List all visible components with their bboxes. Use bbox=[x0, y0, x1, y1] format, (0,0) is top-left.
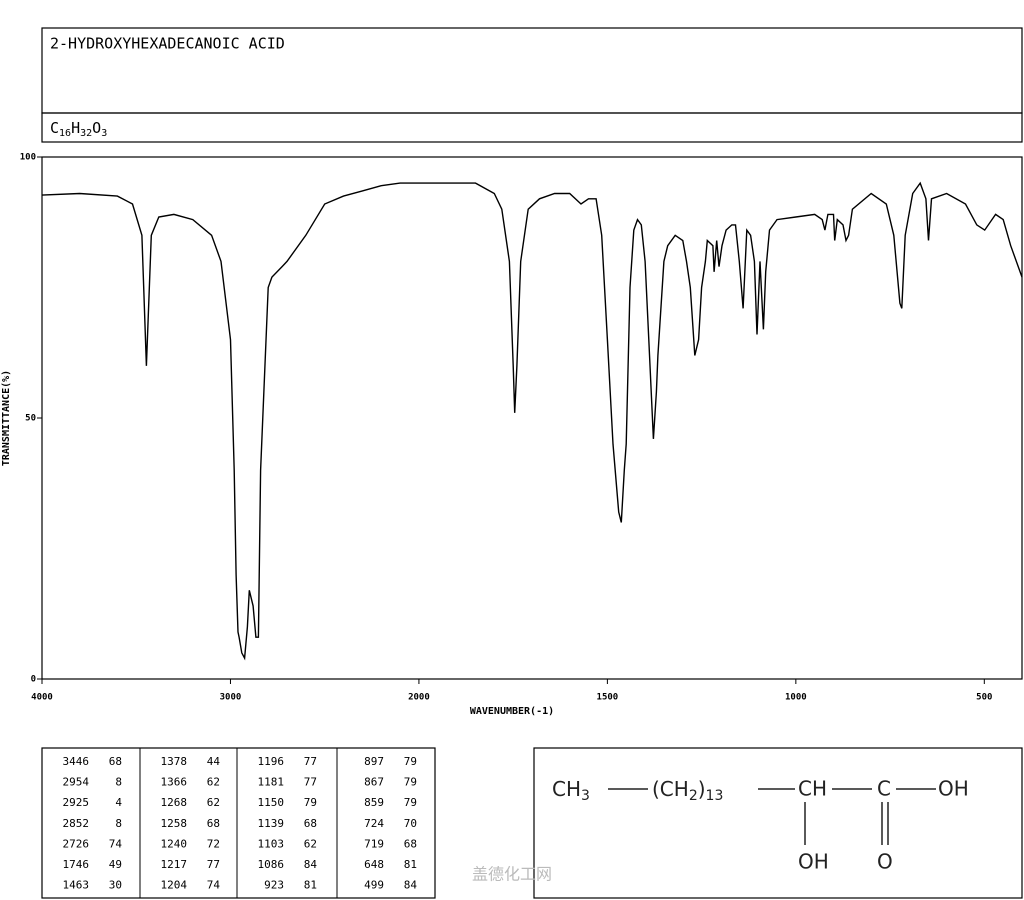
peak-wavenumber: 1150 bbox=[258, 796, 285, 809]
x-tick-label: 4000 bbox=[31, 693, 53, 703]
peak-wavenumber: 859 bbox=[364, 796, 384, 809]
formula-part: 16 bbox=[59, 128, 71, 139]
chart-title: 2-HYDROXYHEXADECANOIC ACID bbox=[50, 35, 285, 53]
peak-transmittance: 8 bbox=[115, 776, 122, 789]
table-border bbox=[41, 747, 436, 899]
peak-wavenumber: 2925 bbox=[63, 796, 90, 809]
structure: CH3 (CH2)13 CH C OH OH O bbox=[552, 777, 969, 874]
structure-text: 2 bbox=[689, 788, 698, 804]
structure-text: C bbox=[877, 777, 891, 801]
peak-table: 3446 68 2954 8 2925 4 2852 8 2726 74 1746 49 1463 30 1… bbox=[41, 747, 436, 899]
peak-wavenumber: 724 bbox=[364, 817, 384, 830]
peak-transmittance: 79 bbox=[404, 796, 417, 809]
peak-transmittance: 81 bbox=[304, 879, 317, 892]
peak-wavenumber: 648 bbox=[364, 858, 384, 871]
peak-wavenumber: 1240 bbox=[161, 837, 188, 850]
peak-wavenumber: 2852 bbox=[63, 817, 90, 830]
peak-transmittance: 84 bbox=[304, 858, 318, 871]
x-tick-label: 1000 bbox=[785, 693, 807, 703]
peak-wavenumber: 1463 bbox=[63, 879, 90, 892]
x-tick-label: 500 bbox=[976, 693, 992, 703]
peak-transmittance: 79 bbox=[404, 776, 417, 789]
peak-transmittance: 68 bbox=[109, 755, 122, 768]
structure-text: (CH bbox=[652, 777, 689, 801]
peak-wavenumber: 719 bbox=[364, 837, 384, 850]
peak-wavenumber: 1204 bbox=[161, 879, 188, 892]
structure-text: (CH2)13 bbox=[652, 777, 723, 805]
peak-transmittance: 74 bbox=[207, 879, 221, 892]
structure-text: 13 bbox=[706, 788, 724, 804]
formula-part: C bbox=[50, 119, 59, 137]
peak-transmittance: 4 bbox=[115, 796, 122, 809]
peak-transmittance: 77 bbox=[207, 858, 220, 871]
peak-transmittance: 68 bbox=[207, 817, 220, 830]
peak-transmittance: 62 bbox=[304, 837, 317, 850]
peak-transmittance: 77 bbox=[304, 755, 317, 768]
peak-transmittance: 79 bbox=[404, 755, 417, 768]
y-tick-label: 0 bbox=[31, 675, 36, 685]
peak-wavenumber: 1086 bbox=[258, 858, 285, 871]
peak-transmittance: 30 bbox=[109, 879, 122, 892]
x-tick-label: 2000 bbox=[408, 693, 430, 703]
peak-transmittance: 62 bbox=[207, 796, 220, 809]
formula-part: H bbox=[71, 119, 80, 137]
peak-wavenumber: 1378 bbox=[161, 755, 188, 768]
peak-wavenumber: 1258 bbox=[161, 817, 188, 830]
peak-transmittance: 44 bbox=[207, 755, 221, 768]
peak-wavenumber: 1139 bbox=[258, 817, 285, 830]
plot-frame bbox=[41, 156, 1023, 680]
peak-wavenumber: 1196 bbox=[258, 755, 285, 768]
peak-transmittance: 79 bbox=[304, 796, 317, 809]
peak-wavenumber: 923 bbox=[264, 879, 284, 892]
peak-transmittance: 72 bbox=[207, 837, 220, 850]
structure-text: OH bbox=[938, 777, 969, 801]
y-tick-label: 50 bbox=[25, 414, 36, 424]
peak-wavenumber: 867 bbox=[364, 776, 384, 789]
peak-transmittance: 8 bbox=[115, 817, 122, 830]
peak-wavenumber: 3446 bbox=[63, 755, 90, 768]
peak-transmittance: 62 bbox=[207, 776, 220, 789]
formula-box bbox=[41, 112, 1023, 143]
x-axis-label: WAVENUMBER(-1) bbox=[470, 706, 554, 717]
peak-wavenumber: 897 bbox=[364, 755, 384, 768]
peak-transmittance: 81 bbox=[404, 858, 417, 871]
peak-wavenumber: 1217 bbox=[161, 858, 188, 871]
peak-wavenumber: 1746 bbox=[63, 858, 90, 871]
structure-text: O bbox=[877, 850, 893, 874]
peak-transmittance: 49 bbox=[109, 858, 122, 871]
y-axis-label: TRANSMITTANCE(%) bbox=[1, 370, 12, 466]
structure-text: CH3 bbox=[552, 777, 590, 805]
peak-wavenumber: 1366 bbox=[161, 776, 188, 789]
peak-transmittance: 77 bbox=[304, 776, 317, 789]
formula-part: 32 bbox=[80, 128, 92, 139]
peak-wavenumber: 1181 bbox=[258, 776, 285, 789]
peak-wavenumber: 1268 bbox=[161, 796, 188, 809]
formula: C16H32O3 bbox=[50, 119, 107, 140]
structure-text: OH bbox=[798, 850, 829, 874]
peak-transmittance: 68 bbox=[404, 837, 417, 850]
peak-wavenumber: 499 bbox=[364, 879, 384, 892]
formula-part: O bbox=[92, 119, 101, 137]
y-tick-label: 100 bbox=[20, 153, 36, 163]
structure-text: ) bbox=[698, 777, 706, 801]
x-tick-label: 3000 bbox=[220, 693, 242, 703]
spectrum-line bbox=[41, 181, 1023, 661]
peak-wavenumber: 1103 bbox=[258, 837, 285, 850]
structure-box bbox=[533, 747, 1023, 899]
peak-transmittance: 74 bbox=[109, 837, 123, 850]
watermark: 盖德化工网 bbox=[472, 865, 552, 884]
peak-transmittance: 84 bbox=[404, 879, 418, 892]
structure-text: 3 bbox=[581, 788, 590, 804]
peak-transmittance: 70 bbox=[404, 817, 417, 830]
structure-text: CH bbox=[798, 777, 827, 801]
peak-transmittance: 68 bbox=[304, 817, 317, 830]
peak-wavenumber: 2726 bbox=[63, 837, 90, 850]
formula-part: 3 bbox=[101, 128, 107, 139]
structure-text: CH bbox=[552, 777, 581, 801]
x-tick-label: 1500 bbox=[597, 693, 619, 703]
peak-wavenumber: 2954 bbox=[63, 776, 90, 789]
